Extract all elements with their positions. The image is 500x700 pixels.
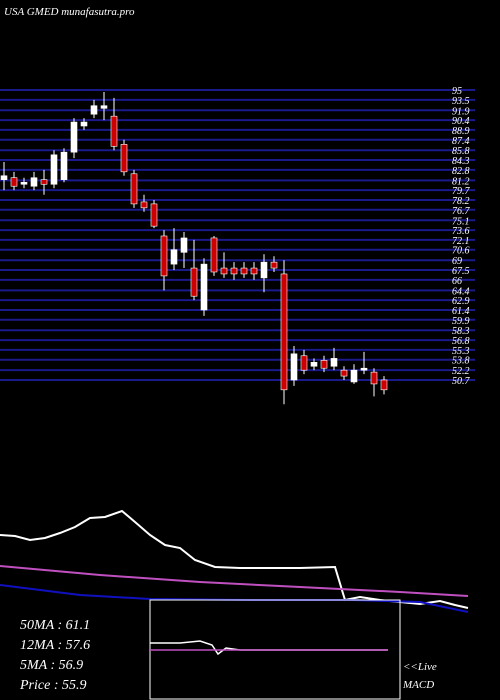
candle-body bbox=[20, 182, 28, 185]
candle-body bbox=[170, 249, 178, 265]
y-tick-label: 85.8 bbox=[452, 146, 470, 157]
y-tick-label: 87.4 bbox=[452, 136, 470, 147]
y-tick-label: 84.3 bbox=[452, 156, 470, 167]
candle-body bbox=[50, 154, 58, 185]
candle-body bbox=[180, 237, 188, 253]
macd-line bbox=[150, 640, 388, 656]
candle-body bbox=[280, 273, 288, 391]
candle-body bbox=[380, 379, 388, 391]
candle-body bbox=[310, 362, 318, 367]
y-tick-label: 72.1 bbox=[452, 236, 470, 247]
candle-body bbox=[10, 177, 18, 187]
y-tick-label: 69 bbox=[452, 256, 462, 267]
indicator-label: Price : 55.9 bbox=[19, 678, 86, 693]
y-tick-label: 53.8 bbox=[452, 356, 470, 367]
ma-panel bbox=[0, 509, 469, 613]
candle-body bbox=[290, 353, 298, 381]
y-tick-label: 78.2 bbox=[452, 196, 470, 207]
candle-body bbox=[220, 267, 228, 275]
y-tick-label: 64.4 bbox=[452, 286, 470, 297]
candle-body bbox=[330, 358, 338, 367]
candle-body bbox=[230, 267, 238, 275]
candle-body bbox=[30, 177, 38, 187]
candle-body bbox=[270, 261, 278, 269]
macd-label: <<Live bbox=[403, 661, 437, 673]
candle-body bbox=[100, 105, 108, 109]
candle-body bbox=[300, 355, 308, 371]
y-tick-label: 50.7 bbox=[452, 376, 471, 387]
y-tick-label: 76.7 bbox=[452, 206, 471, 217]
ma-line-blue bbox=[0, 584, 469, 613]
candle-body bbox=[340, 369, 348, 377]
indicator-label: 12MA : 57.6 bbox=[20, 638, 90, 653]
y-tick-label: 88.9 bbox=[452, 126, 470, 137]
candle-body bbox=[140, 201, 148, 209]
candle-body bbox=[40, 179, 48, 185]
y-tick-label: 67.5 bbox=[452, 266, 470, 277]
y-tick-label: 59.9 bbox=[452, 316, 470, 327]
y-tick-label: 79.7 bbox=[452, 186, 471, 197]
candle-body bbox=[120, 144, 128, 173]
candle-body bbox=[130, 173, 138, 205]
candle-body bbox=[360, 367, 368, 371]
macd-label: MACD bbox=[402, 679, 434, 691]
y-tick-label: 55.3 bbox=[452, 346, 470, 357]
candle-body bbox=[240, 267, 248, 275]
chart-title: USA GMED munafasutra.pro bbox=[4, 6, 135, 18]
y-tick-label: 75.1 bbox=[452, 216, 470, 227]
macd-panel bbox=[149, 599, 401, 700]
y-tick-label: 61.4 bbox=[452, 306, 470, 317]
candle-body bbox=[90, 105, 98, 115]
candle-body bbox=[190, 267, 198, 297]
candle-body bbox=[200, 263, 208, 311]
candle-body bbox=[320, 360, 328, 369]
indicator-label: 50MA : 61.1 bbox=[20, 618, 90, 633]
candle-body bbox=[80, 121, 88, 127]
ma-line-pink bbox=[0, 565, 469, 597]
y-tick-label: 82.8 bbox=[452, 166, 470, 177]
y-tick-label: 70.6 bbox=[452, 246, 470, 257]
y-tick-label: 66 bbox=[452, 276, 462, 287]
candle-body bbox=[370, 371, 378, 385]
candle-body bbox=[0, 175, 8, 180]
y-tick-label: 91.9 bbox=[452, 106, 470, 117]
y-tick-label: 73.6 bbox=[452, 226, 470, 237]
candle-body bbox=[70, 121, 78, 153]
candle-body bbox=[160, 235, 168, 277]
y-tick-label: 56.8 bbox=[452, 336, 470, 347]
y-tick-label: 62.9 bbox=[452, 296, 470, 307]
y-tick-label: 90.4 bbox=[452, 116, 470, 127]
candle-body bbox=[210, 237, 218, 273]
y-tick-label: 52.2 bbox=[452, 366, 470, 377]
candle-body bbox=[110, 115, 118, 147]
candle-body bbox=[260, 261, 268, 279]
candle-body bbox=[250, 267, 258, 275]
indicator-label: 5MA : 56.9 bbox=[20, 658, 83, 673]
candle-body bbox=[350, 369, 358, 383]
candle-body bbox=[150, 203, 158, 227]
y-tick-label: 58.3 bbox=[452, 326, 470, 337]
y-tick-label: 93.5 bbox=[452, 96, 470, 107]
candle-body bbox=[60, 151, 68, 180]
y-tick-label: 95 bbox=[452, 86, 462, 97]
y-tick-label: 81.2 bbox=[452, 176, 470, 187]
